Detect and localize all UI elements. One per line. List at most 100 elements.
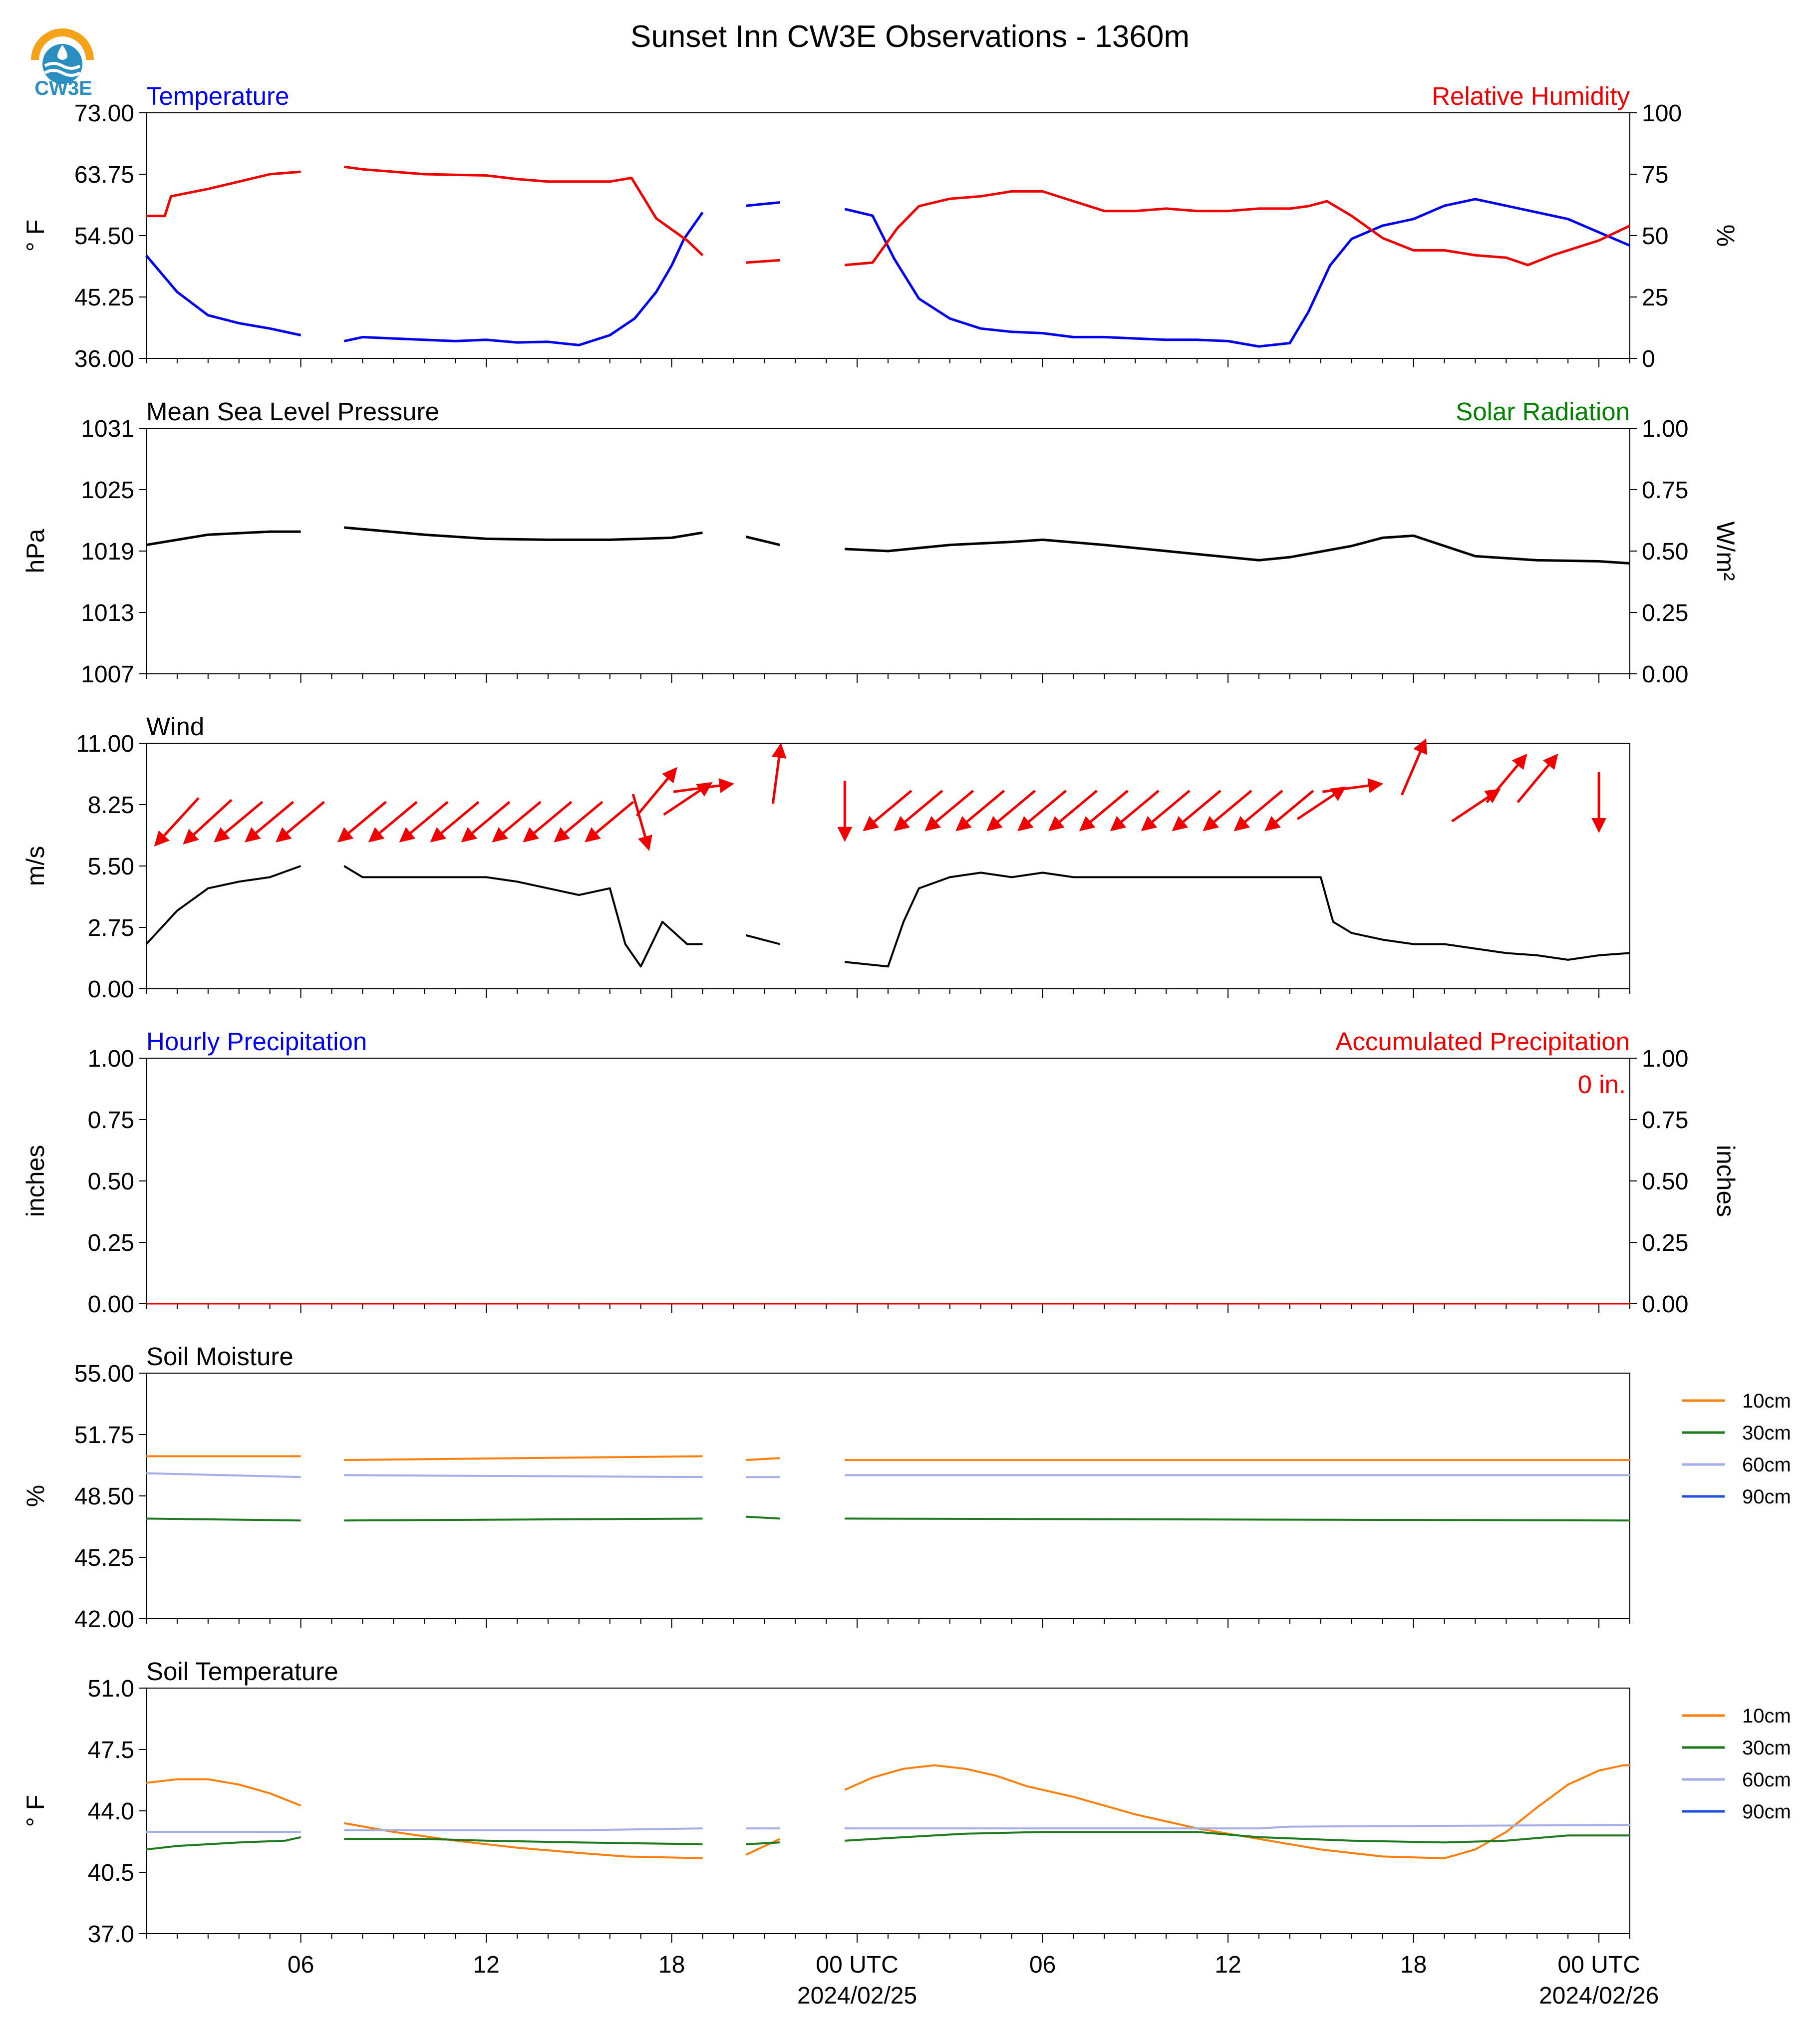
page-title: Sunset Inn CW3E Observations - 1360m [630, 19, 1190, 54]
panel-title-left: Mean Sea Level Pressure [146, 397, 439, 426]
y-axis-label: ° F [21, 1795, 49, 1827]
wind-direction-arrow [399, 801, 449, 843]
y2-tick-label: 0.50 [1642, 1168, 1688, 1195]
y2-axis-label: W/m² [1712, 521, 1740, 580]
y-tick-label: 36.00 [74, 346, 134, 372]
y-axis-label: inches [21, 1145, 49, 1217]
y-tick-label: 44.0 [88, 1798, 134, 1825]
series-line-relative-humidity [146, 165, 1631, 267]
wind-direction-arrow [1203, 790, 1252, 832]
y-tick-label: 40.5 [88, 1860, 134, 1886]
wind-direction-arrow [986, 790, 1036, 832]
y-tick-label: 0.50 [88, 1168, 134, 1195]
y2-tick-label: 0.25 [1642, 600, 1688, 626]
wind-direction-arrow [771, 743, 787, 804]
legend-label: 90cm [1742, 1801, 1791, 1823]
series-line-10cm [146, 1455, 1630, 1461]
series-line-30cm [146, 1831, 1630, 1851]
y2-tick-label: 25 [1642, 285, 1668, 311]
y-tick-label: 0.00 [88, 1291, 134, 1318]
wind-direction-arrow [1172, 790, 1221, 832]
legend: 10cm 30cm 60cm 90cm [1682, 1705, 1791, 1823]
y-tick-label: 1.00 [88, 1046, 134, 1072]
wind-direction-arrow [1400, 738, 1427, 796]
wind-direction-arrow [1517, 753, 1558, 803]
wind-direction-arrow [1264, 790, 1314, 832]
y-tick-label: 37.0 [88, 1921, 134, 1948]
panel-pressure-solar: 1031 1025 1019 1013 1007 1.00 0.75 0.50 0.25 0.00… [21, 397, 1740, 688]
x-date-label: 2024/02/26 [1539, 1983, 1659, 2009]
y-tick-label: 42.00 [74, 1606, 134, 1633]
wind-direction-arrow [154, 797, 200, 847]
y-axis-label: m/s [21, 846, 49, 886]
y-tick-label: 11.00 [76, 731, 134, 757]
y-tick-label: 5.50 [88, 854, 134, 880]
x-tick-label: 00 UTC [1557, 1952, 1640, 1978]
y-tick-label: 45.25 [74, 285, 134, 311]
y-tick-label: 1019 [81, 539, 134, 565]
cw3e-logo-icon [31, 28, 94, 84]
series-line-30cm [146, 1515, 1630, 1522]
wind-direction-arrow [1486, 753, 1527, 803]
y2-axis-label: % [1712, 225, 1740, 247]
wind-direction-arrow [1233, 790, 1283, 832]
panel-title-left: Soil Moisture [146, 1342, 294, 1371]
plot-frame [146, 1058, 1630, 1304]
panel-soil-temperature: 51.0 47.5 44.0 40.5 37.0 Soil Temperature ° F 1… [21, 1657, 1791, 1948]
wind-direction-arrow [1451, 789, 1501, 823]
panel-temperature-humidity: 73.00 63.75 54.50 45.25 36.00 100 75 50 25 0 Tempe… [21, 82, 1740, 372]
wind-direction-arrow [635, 767, 677, 817]
wind-direction-arrow [554, 801, 604, 843]
y-tick-label: 1025 [81, 477, 134, 504]
y2-tick-label: 0.25 [1642, 1230, 1688, 1256]
wind-direction-arrow [673, 778, 734, 793]
wind-direction-arrow [585, 801, 634, 843]
plot-frame [146, 1688, 1630, 1934]
wind-direction-arrow [924, 790, 974, 832]
panel-title-right: Accumulated Precipitation [1335, 1027, 1630, 1056]
series-line-60cm [146, 1824, 1630, 1833]
wind-direction-arrow [183, 799, 233, 845]
legend-label: 60cm [1742, 1769, 1791, 1791]
legend-label: 60cm [1742, 1454, 1791, 1476]
series-line-mean-sea-level-pressure [146, 526, 1630, 565]
panel-wind: 11.00 8.25 5.50 2.75 0.00 Wind m/s [21, 712, 1630, 1003]
wind-direction-arrow [275, 801, 325, 843]
wind-direction-arrow [368, 801, 418, 843]
y2-tick-label: 50 [1642, 223, 1668, 250]
y2-tick-label: 1.00 [1642, 1046, 1688, 1072]
y-tick-label: 73.00 [74, 100, 134, 127]
legend: 10cm 30cm 60cm 90cm [1682, 1390, 1791, 1508]
y-tick-label: 47.5 [88, 1737, 134, 1763]
y-tick-label: 55.00 [74, 1361, 134, 1387]
wind-direction-arrow [214, 801, 264, 843]
y-tick-label: 8.25 [88, 792, 134, 819]
y-tick-label: 1013 [81, 600, 134, 626]
plot-frame [146, 1373, 1630, 1619]
x-tick-label: 18 [658, 1952, 685, 1978]
y2-tick-label: 0.75 [1642, 477, 1688, 504]
y-axis-label: ° F [21, 220, 49, 252]
y2-tick-label: 0.75 [1642, 1107, 1688, 1134]
accumulated-total: 0 in. [1578, 1070, 1626, 1099]
wind-direction-arrow [1079, 790, 1129, 832]
wind-direction-arrow [245, 801, 295, 843]
y2-tick-label: 1.00 [1642, 416, 1688, 442]
x-tick-label: 00 UTC [816, 1952, 898, 1978]
x-tick-label: 12 [473, 1952, 499, 1978]
y2-tick-label: 0 [1642, 346, 1655, 372]
x-tick-label: 18 [1400, 1952, 1427, 1978]
wind-direction-arrow [337, 801, 387, 843]
panel-soil-moisture: 55.00 51.75 48.50 45.25 42.00 Soil Moisture% 1… [21, 1342, 1791, 1633]
panel-precipitation: 1.00 0.75 0.50 0.25 0.00 1.00 0.75 0.50 0.25 0.00… [21, 1027, 1740, 1318]
wind-direction-arrow [863, 790, 912, 832]
legend-label: 10cm [1742, 1705, 1791, 1727]
series-line-10cm [146, 1764, 1630, 1859]
x-date-label: 2024/02/25 [797, 1983, 917, 2009]
y2-tick-label: 0.00 [1642, 1291, 1688, 1318]
panel-title-left: Hourly Precipitation [146, 1027, 367, 1056]
wind-direction-arrow [1110, 790, 1160, 832]
plot-frame [146, 112, 1630, 359]
x-tick-label: 12 [1214, 1952, 1241, 1978]
y2-axis-label: inches [1712, 1145, 1740, 1217]
